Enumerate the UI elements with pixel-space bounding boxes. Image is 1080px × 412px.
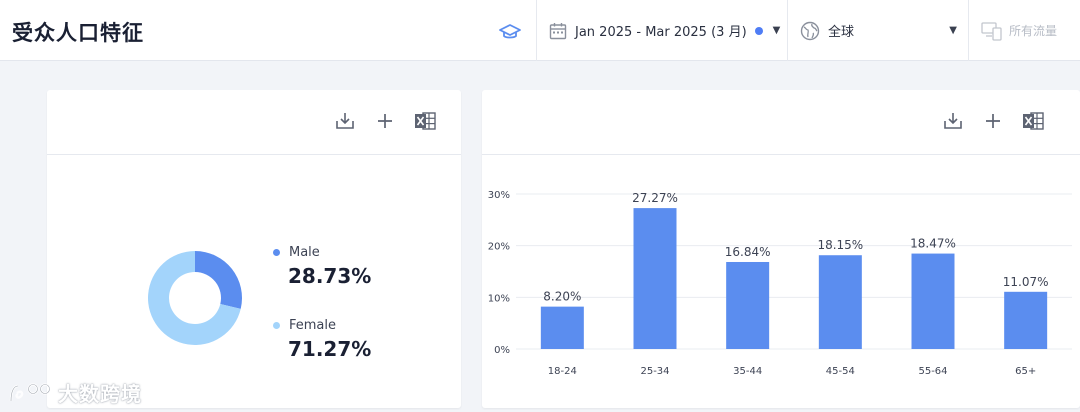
download-icon [336,113,354,129]
bar-data-label: 27.27% [632,191,678,205]
graduation-cap-button[interactable] [497,20,523,44]
male-label: Male [289,245,320,260]
x-tick-label: 35-44 [733,366,762,377]
bar-data-label: 18.47% [910,237,956,251]
watermark: 大数跨境 [8,378,142,407]
region-selector[interactable]: 全球 ▼ [787,0,969,61]
bar-55-64 [911,253,955,349]
add-button[interactable] [982,110,1004,132]
logo-icon [9,382,51,401]
x-tick-label: 18-24 [548,366,577,377]
chevron-down-icon: ▼ [772,25,781,36]
bar-65+ [1004,291,1048,349]
excel-icon [1023,112,1044,130]
graduation-cap-icon [499,24,521,39]
globe-icon [800,21,820,40]
age-card: 0% 10% 20% 30% 8.20% 18-24 27.27% 25-34 16.84% 35… [482,90,1080,408]
excel-export-button[interactable] [414,110,436,132]
watermark-text: 大数跨境 [58,382,142,406]
devices-icon [981,21,1002,41]
top-bar: 受众人口特征 Jan 2025 - Mar 2025 (3 月) ▼ 全球 ▼ [0,0,1080,61]
x-tick-label: 45-54 [826,366,855,377]
page-title: 受众人口特征 [12,21,144,45]
bar-data-label: 11.07% [1003,275,1049,289]
excel-export-button[interactable] [1022,110,1044,132]
x-tick-label: 25-34 [640,366,669,377]
excel-icon [415,112,436,130]
card-header [47,90,461,155]
y-tick-label: 0% [494,345,510,356]
legend-male: Male 28.73% [273,245,371,288]
bar-35-44 [726,261,770,349]
region-label: 全球 [828,25,855,40]
bar-data-label: 8.20% [543,290,581,304]
bar-data-label: 16.84% [725,245,771,259]
date-range-label: Jan 2025 - Mar 2025 (3 月) [575,25,747,40]
y-tick-label: 30% [488,190,510,201]
x-tick-label: 65+ [1015,366,1036,377]
card-toolbar [942,110,1044,132]
male-value: 28.73% [288,264,372,288]
donut-slice-male [195,251,242,309]
donut-slice-female [148,251,241,345]
bar-45-54 [818,255,862,349]
calendar-icon [549,22,567,39]
gender-card: Male 28.73% Female 71.27% [47,90,461,408]
x-tick-label: 55-64 [918,366,947,377]
bar-data-label: 18.15% [817,238,863,252]
add-button[interactable] [374,110,396,132]
legend-female: Female 71.27% [273,318,371,361]
age-bar-chart: 0% 10% 20% 30% 8.20% 18-24 27.27% 25-34 16.84% 35… [488,190,1072,377]
download-icon [944,113,962,129]
traffic-label: 所有流量 [1009,24,1058,38]
download-button[interactable] [334,110,356,132]
female-legend-dot [273,322,280,329]
bar-18-24 [540,306,584,349]
gender-donut-chart [148,251,242,345]
y-tick-label: 20% [488,242,510,253]
female-label: Female [289,318,337,333]
y-tick-label: 10% [488,293,510,304]
download-button[interactable] [942,110,964,132]
date-range-selector[interactable]: Jan 2025 - Mar 2025 (3 月) ▼ [536,0,788,61]
plus-icon [378,114,392,128]
male-legend-dot [273,249,280,256]
card-toolbar [334,110,436,132]
female-value: 71.27% [288,337,372,361]
traffic-selector[interactable]: 所有流量 [968,0,1080,61]
bar-25-34 [633,208,677,349]
chevron-down-icon: ▼ [949,25,957,36]
status-dot [754,26,763,35]
plus-icon [986,114,1000,128]
card-header [482,90,1080,155]
